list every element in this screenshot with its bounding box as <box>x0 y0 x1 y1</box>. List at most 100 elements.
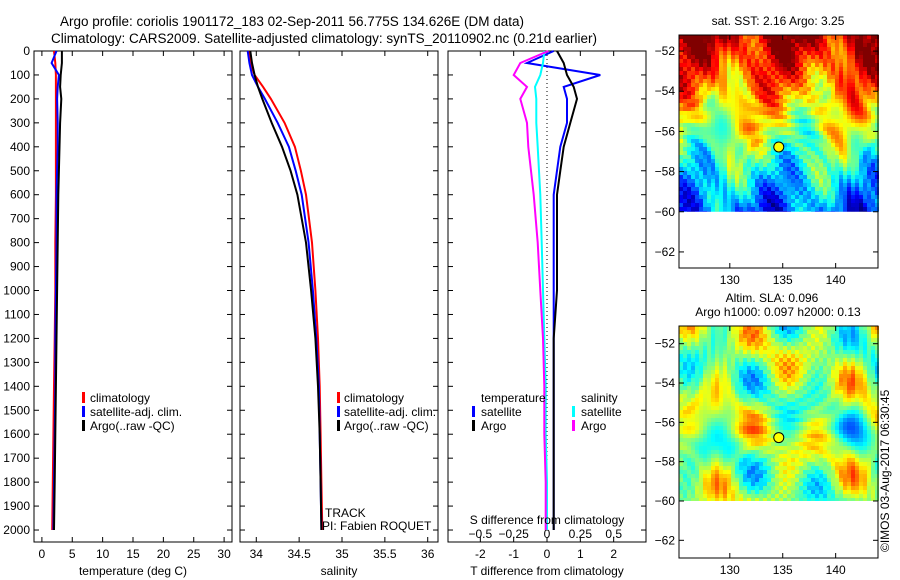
map-cell <box>755 179 759 183</box>
map-cell <box>799 414 803 418</box>
map-cell <box>699 47 703 51</box>
map-cell <box>691 390 695 394</box>
map-cell <box>723 91 727 95</box>
map-cell <box>875 474 879 478</box>
map-cell <box>727 422 731 426</box>
map-cell <box>811 338 815 342</box>
map-cell <box>803 454 807 458</box>
map-cell <box>787 71 791 75</box>
map-cell <box>711 55 715 59</box>
map-cell <box>807 55 811 59</box>
map-cell <box>699 358 703 362</box>
map-cell <box>807 382 811 386</box>
map-cell <box>683 494 687 498</box>
map-cell <box>679 434 683 438</box>
x-tick-label: 0 <box>544 547 551 561</box>
map-cell <box>727 446 731 450</box>
map-cell <box>719 167 723 171</box>
map-cell <box>695 422 699 426</box>
map-cell <box>847 478 851 482</box>
map-cell <box>791 330 795 334</box>
map-cell <box>699 75 703 79</box>
map-cell <box>831 107 835 111</box>
map-cell <box>743 378 747 382</box>
map-cell <box>811 199 815 203</box>
map-cell <box>699 486 703 490</box>
map-cell <box>755 434 759 438</box>
map-cell <box>695 382 699 386</box>
map-cell <box>775 179 779 183</box>
map-cell <box>815 151 819 155</box>
legend-argo: Argo(..raw -QC) <box>90 419 175 433</box>
map-cell <box>691 139 695 143</box>
map-cell <box>775 474 779 478</box>
map-cell <box>815 426 819 430</box>
map-cell <box>799 211 803 212</box>
map-cell <box>779 71 783 75</box>
map-cell <box>871 414 875 418</box>
map-cell <box>851 450 855 454</box>
map-cell <box>719 346 723 350</box>
map-cell <box>711 187 715 191</box>
map-cell <box>747 91 751 95</box>
map-cell <box>743 99 747 103</box>
map-cell <box>843 199 847 203</box>
map-cell <box>819 462 823 466</box>
map-cell <box>855 326 859 330</box>
map-cell <box>739 67 743 71</box>
map-cell <box>715 183 719 187</box>
map-cell <box>863 207 867 211</box>
map-cell <box>687 135 691 139</box>
map-cell <box>835 175 839 179</box>
map-cell <box>835 127 839 131</box>
map-cell <box>787 490 791 494</box>
map-cell <box>727 350 731 354</box>
map-cell <box>783 354 787 358</box>
map-cell <box>863 438 867 442</box>
map-cell <box>831 187 835 191</box>
map-cell <box>823 119 827 123</box>
map-cell <box>863 87 867 91</box>
map-cell <box>747 478 751 482</box>
map-cell <box>707 155 711 159</box>
map-cell <box>803 43 807 47</box>
map-cell <box>735 450 739 454</box>
map-cell <box>771 167 775 171</box>
map-cell <box>695 111 699 115</box>
map-cell <box>775 71 779 75</box>
map-cell <box>679 454 683 458</box>
map-cell <box>859 474 863 478</box>
map-cell <box>795 99 799 103</box>
map-cell <box>715 75 719 79</box>
map-cell <box>803 115 807 119</box>
map-cell <box>783 394 787 398</box>
map-cell <box>795 338 799 342</box>
map-cell <box>767 175 771 179</box>
map-cell <box>815 386 819 390</box>
map-cell <box>843 370 847 374</box>
map-cell <box>683 103 687 107</box>
map-cell <box>723 338 727 342</box>
map-cell <box>819 398 823 402</box>
map-cell <box>703 374 707 378</box>
map-cell <box>807 39 811 43</box>
x-tick-label: 34.5 <box>287 547 311 561</box>
legend-argo: Argo(..raw -QC) <box>344 419 429 433</box>
map-cell <box>875 103 879 107</box>
map-cell <box>775 171 779 175</box>
map-cell <box>859 434 863 438</box>
map-cell <box>791 418 795 422</box>
map-cell <box>823 39 827 43</box>
map-cell <box>799 179 803 183</box>
temperature-xlabel: temperature (deg C) <box>79 564 187 578</box>
map-cell <box>831 386 835 390</box>
map-cell <box>679 63 683 67</box>
map-cell <box>719 494 723 498</box>
map-cell <box>763 155 767 159</box>
map-cell <box>699 159 703 163</box>
map-cell <box>691 111 695 115</box>
map-cell <box>787 450 791 454</box>
map-cell <box>679 43 683 47</box>
map-cell <box>875 490 879 494</box>
